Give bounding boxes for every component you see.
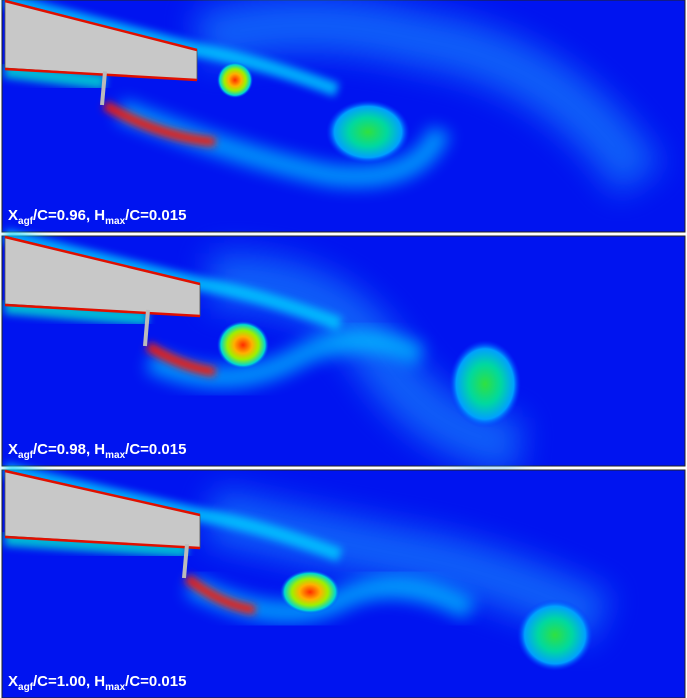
panel-label: Xagf/C=0.96, Hmax/C=0.015 [8,207,186,227]
panel-label: Xagf/C=0.98, Hmax/C=0.015 [8,441,186,461]
label-text: /C=0.96, H [33,207,105,224]
vortex [280,570,340,614]
flow-panel: Xagf/C=0.96, Hmax/C=0.015 [1,0,686,233]
label-subscript: agf [18,682,34,693]
label-text: /C=0.015 [125,441,186,458]
vortex [217,321,269,369]
gurney-flap [143,309,150,347]
wake-blob [517,599,593,671]
lower-shear [4,62,106,90]
upper-edge [4,469,201,517]
lower-edge [4,67,198,82]
panel-label: Xagf/C=1.00, Hmax/C=0.015 [8,673,186,693]
shear-layer [145,330,425,389]
label-subscript: max [105,450,125,461]
label-text: /C=0.015 [125,673,186,690]
upper-shear [3,463,343,562]
label-text: /C=0.015 [125,207,186,224]
label-subscript: agf [18,450,34,461]
gurney-flap [182,544,189,579]
upper-edge [4,0,198,52]
upper-shear [3,229,343,331]
lower-shear [4,530,188,558]
flow-panel: Xagf/C=0.98, Hmax/C=0.015 [1,229,686,474]
wake-trail [192,0,663,196]
upper-shear [3,0,340,97]
label-text: X [8,673,18,690]
lower-edge [4,535,201,550]
lower-shear [4,298,149,326]
label-text: X [8,441,18,458]
flow-panel: Xagf/C=1.00, Hmax/C=0.015 [1,463,686,698]
flap-jet [184,574,256,615]
label-text: /C=1.00, H [33,673,105,690]
wake-blob [449,340,521,428]
label-subscript: max [105,682,125,693]
flap-jet [102,101,216,147]
lower-edge [4,303,201,318]
label-text: /C=0.98, H [33,441,105,458]
vortex [217,62,253,98]
wake-trail [208,253,524,474]
flap-jet [145,342,216,377]
label-subscript: max [105,216,125,227]
wake-blob [326,100,410,164]
upper-edge [4,235,201,286]
gurney-flap [100,71,107,106]
label-text: X [8,207,18,224]
label-subscript: agf [18,216,34,227]
